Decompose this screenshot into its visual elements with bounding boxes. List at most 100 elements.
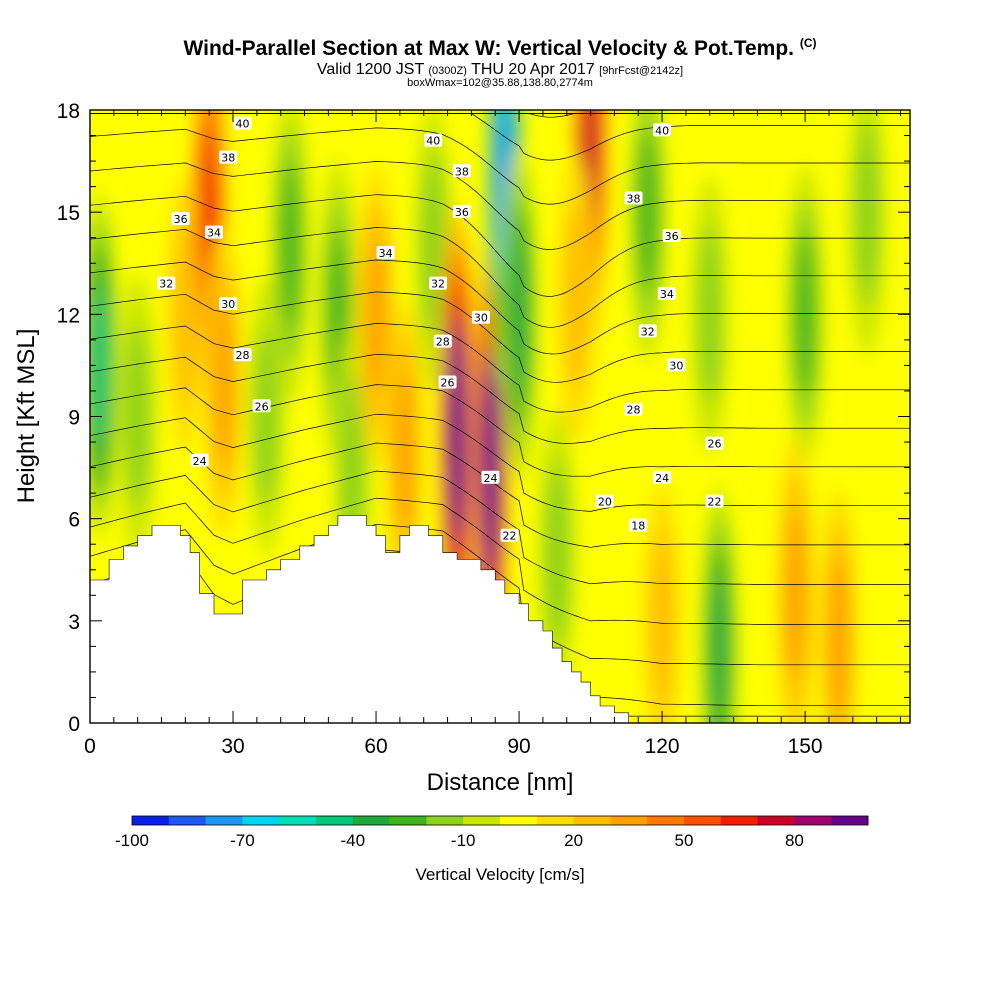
contour-label-text-17: 24 (483, 472, 497, 485)
y-tick-label-6: 6 (68, 509, 80, 532)
colorbar-swatch-11 (536, 816, 574, 825)
colorbar-swatch-13 (610, 816, 648, 825)
contour-label-bg-29 (595, 494, 614, 508)
contour-label-text-3: 34 (207, 227, 221, 240)
contour-label-4: 32 (157, 276, 176, 291)
chart-box-info: boxWmax=102@35.88,138.80,2774m (407, 77, 593, 89)
colorbar-tick-20: 20 (564, 831, 583, 850)
y-tick-label-12: 12 (57, 304, 80, 327)
velocity-cell-1-1 (125, 322, 150, 511)
x-tick-label-150: 150 (788, 735, 823, 758)
contour-label-27: 24 (653, 470, 672, 485)
plot-area: 40 38 36 34 32 30 28 26 24 34 32 40 38 36 30 28 26 24 22 40… (89, 109, 911, 724)
contour-label-16: 26 (438, 375, 457, 389)
colorbar-swatch-14 (647, 816, 685, 825)
colorbar-swatch-8 (426, 816, 464, 825)
colorbar-swatch-7 (389, 816, 427, 825)
isentrope-13 (90, 227, 910, 328)
x-tick-label-120: 120 (645, 735, 680, 758)
contour-label-6: 28 (233, 348, 252, 362)
velocity-cell-22-3 (710, 571, 729, 723)
isentrope-4 (90, 497, 910, 625)
colorbar-tick-80: 80 (785, 831, 804, 850)
y-tick-label-18: 18 (57, 100, 80, 123)
contour-label-5: 30 (219, 297, 238, 311)
contour-label-13: 36 (452, 205, 471, 219)
contour-label-25: 28 (624, 402, 643, 417)
contour-label-bg-19 (653, 123, 672, 137)
contour-label-bg-10 (429, 276, 448, 290)
contour-label-bg-9 (376, 246, 395, 260)
contour-label-text-20: 38 (626, 193, 640, 206)
contour-label-bg-23 (638, 324, 657, 338)
velocity-cell-12-9 (449, 346, 465, 521)
contour-label-bg-7 (252, 399, 271, 413)
isentrope-16 (90, 127, 910, 205)
contour-label-text-30: 18 (631, 519, 645, 532)
contour-label-17: 24 (481, 470, 500, 485)
contour-label-bg-24 (667, 358, 686, 372)
contour-label-text-8: 24 (193, 455, 207, 468)
contour-label-26: 26 (705, 436, 724, 451)
x-axis-label: Distance [nm] (427, 769, 574, 796)
contour-label-text-6: 28 (236, 349, 250, 362)
isentrope-8 (90, 384, 910, 477)
contour-label-15: 28 (433, 334, 452, 349)
contour-labels: 40 38 36 34 32 30 28 26 24 34 32 40 38 36 30 28 26 24 22 40… (157, 116, 724, 543)
colorbar-swatch-12 (573, 816, 611, 825)
contour-label-text-18: 22 (503, 530, 517, 543)
chart-subtitle: Valid 1200 JST (0300Z) THU 20 Apr 2017 [… (316, 61, 684, 78)
colorbar-tick--40: -40 (341, 831, 366, 850)
contour-label-bg-26 (705, 436, 724, 450)
contour-label-bg-21 (662, 229, 681, 243)
velocity-cell-18-2 (637, 132, 658, 293)
colorbar-swatch-0 (132, 816, 170, 825)
colorbar-swatch-1 (168, 816, 206, 825)
contour-label-bg-25 (624, 402, 643, 416)
contour-label-text-25: 28 (626, 404, 640, 417)
isentrope-7 (90, 413, 910, 512)
contour-label-20: 38 (624, 191, 643, 206)
colorbar-swatch-3 (242, 816, 280, 825)
contour-label-bg-16 (438, 375, 457, 389)
colorbar-tick-50: 50 (675, 831, 694, 850)
colorbar-swatch-18 (794, 816, 832, 825)
colorbar-swatch-10 (500, 816, 538, 825)
velocity-cell-0-4 (90, 288, 109, 442)
contour-label-text-16: 26 (441, 376, 455, 389)
contour-label-bg-30 (629, 518, 648, 532)
contour-label-7: 26 (252, 399, 271, 413)
colorbar-swatch-19 (831, 816, 869, 825)
contour-label-bg-14 (471, 310, 490, 324)
colorbar-swatch-4 (279, 816, 317, 825)
colorbar-label: Vertical Velocity [cm/s] (415, 865, 584, 884)
velocity-cell-17-1 (564, 203, 589, 391)
contour-label-text-1: 38 (221, 152, 235, 165)
contour-label-text-21: 36 (665, 230, 679, 243)
velocity-cell-13-9 (482, 381, 498, 555)
colorbar-tick--100: -100 (115, 831, 149, 850)
contour-label-text-5: 30 (221, 298, 235, 311)
contour-label-text-2: 36 (174, 213, 188, 226)
contour-label-bg-5 (219, 297, 238, 311)
contour-label-bg-2 (171, 211, 190, 225)
velocity-cells (90, 110, 886, 723)
contour-label-text-14: 30 (474, 312, 488, 325)
y-tick-label-0: 0 (68, 713, 80, 736)
contour-label-2: 36 (171, 211, 190, 226)
contour-label-text-4: 32 (159, 278, 173, 291)
contour-label-18: 22 (500, 528, 519, 543)
colorbar-swatch-6 (352, 816, 390, 825)
colorbar-swatch-17 (757, 816, 795, 825)
contour-label-bg-8 (190, 453, 209, 467)
contour-label-bg-17 (481, 470, 500, 484)
isentrope-11 (90, 291, 910, 383)
velocity-cell-2-1 (173, 224, 198, 405)
contour-label-text-28: 22 (708, 496, 722, 509)
velocity-cell-4-2 (213, 299, 234, 466)
x-tick-label-60: 60 (364, 735, 387, 758)
isentrope-12 (90, 259, 910, 355)
